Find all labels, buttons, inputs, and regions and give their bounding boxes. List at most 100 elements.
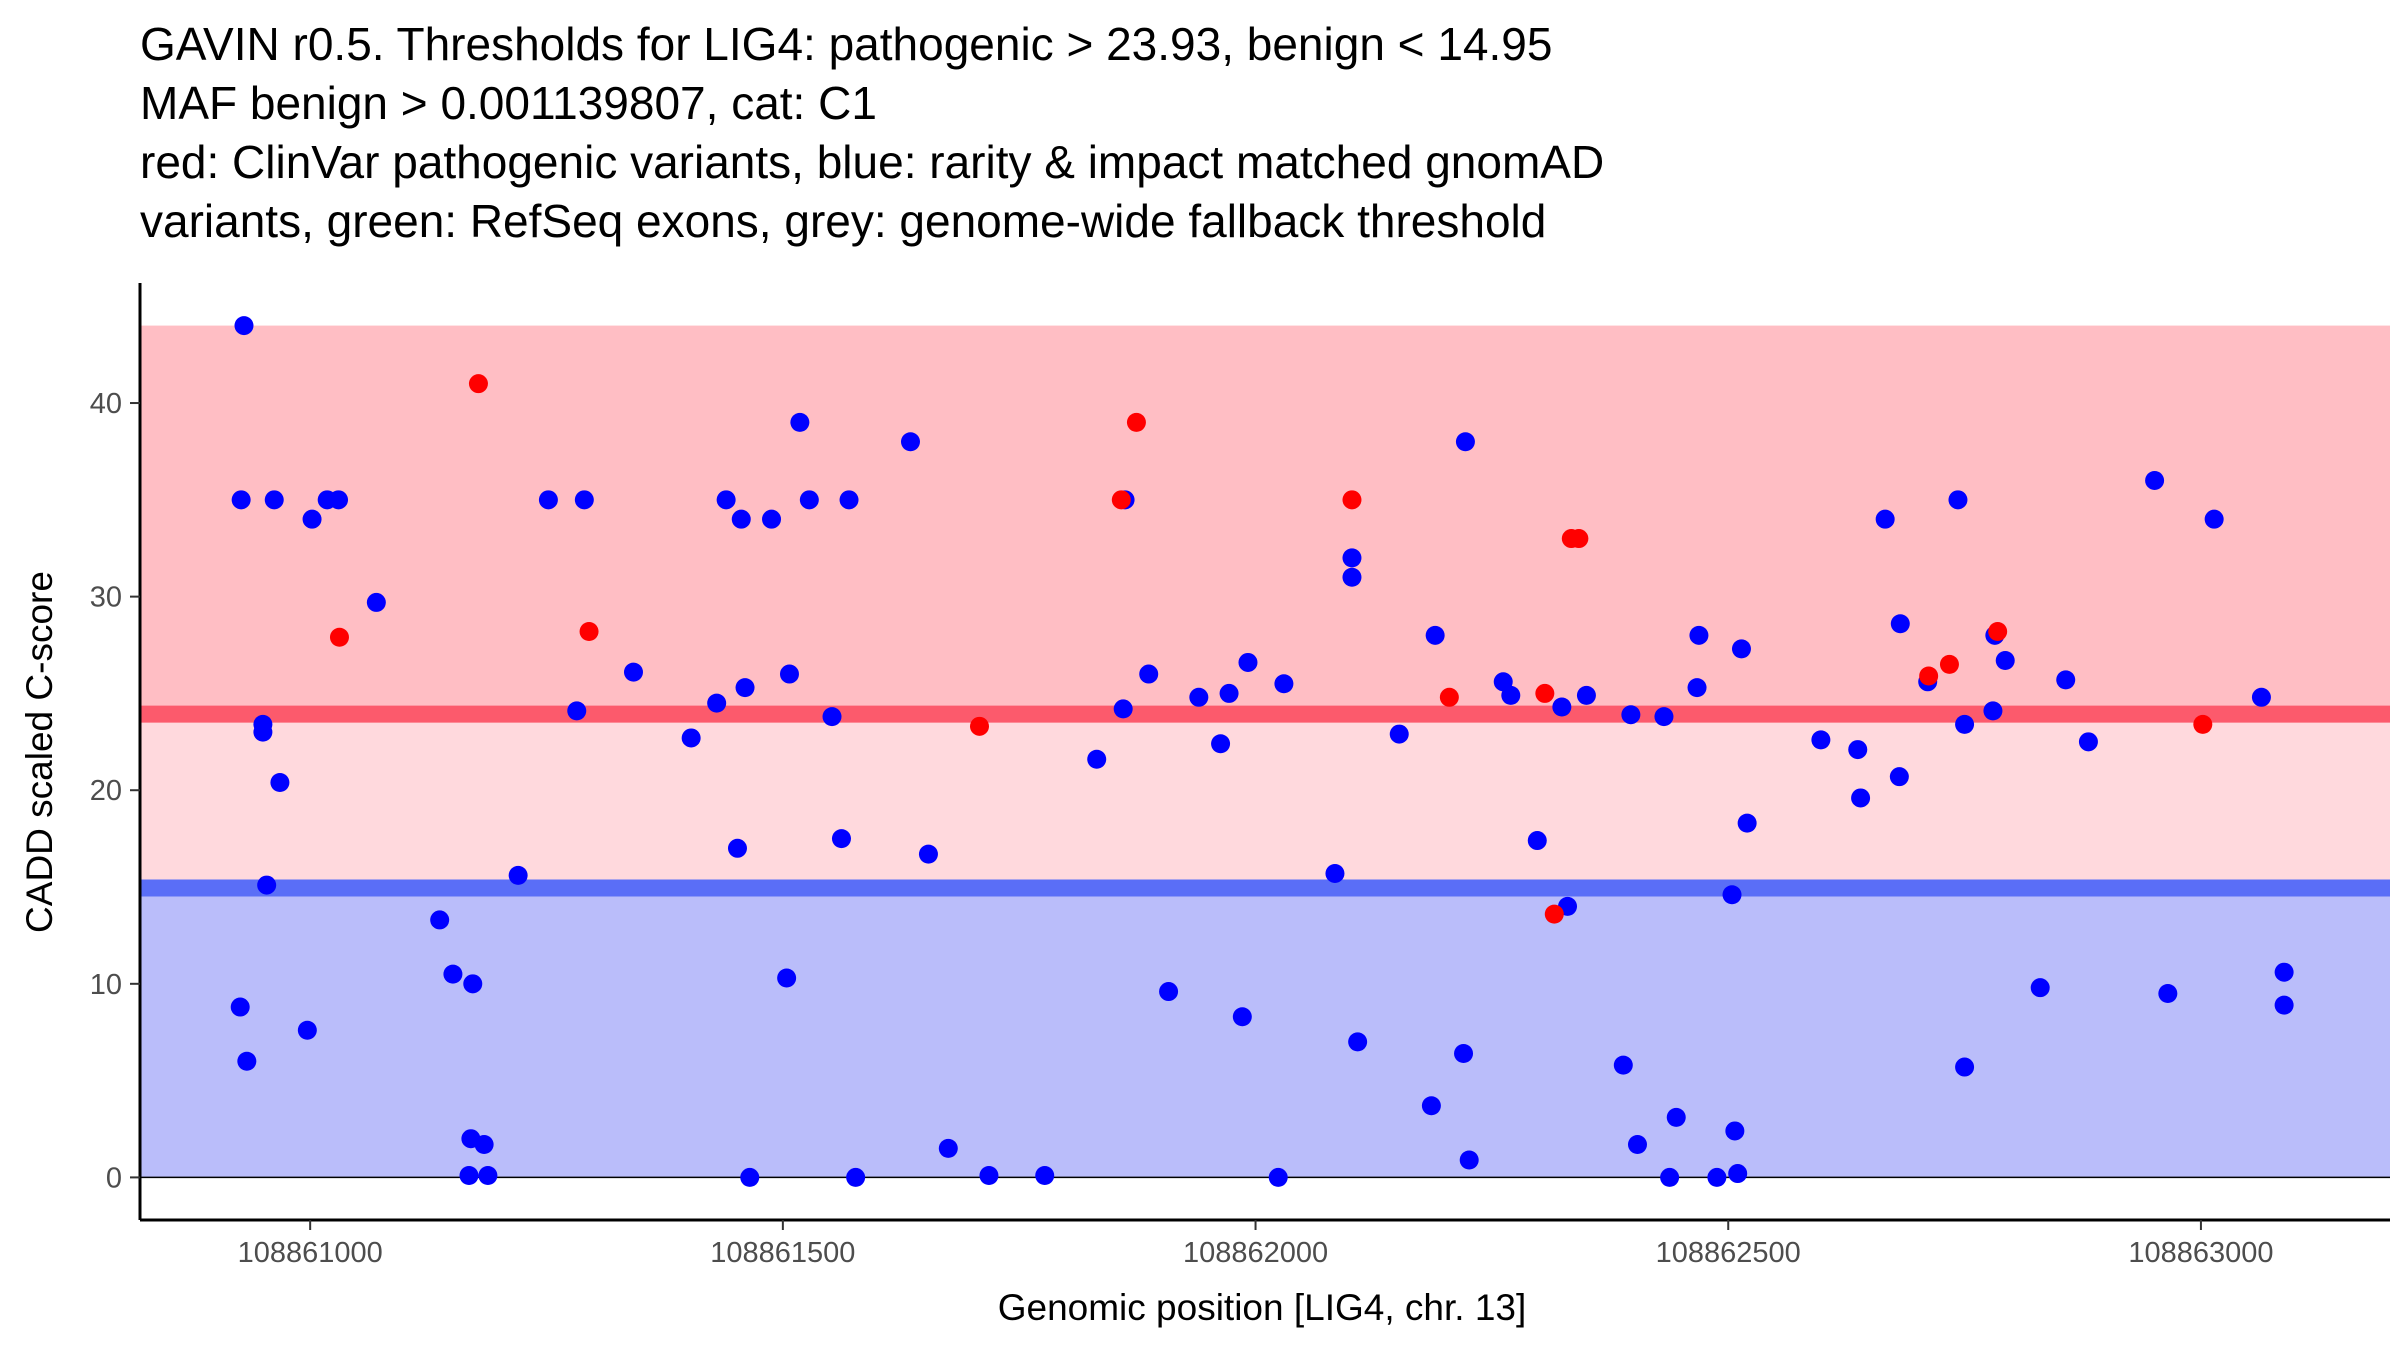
gnomad-point — [1527, 831, 1547, 851]
gnomad-point — [237, 1051, 257, 1071]
gnomad-point — [430, 910, 450, 930]
y-axis-title: CADD scaled C-score — [19, 571, 60, 933]
gnomad-point — [2158, 983, 2178, 1003]
gnomad-point — [1421, 1096, 1441, 1116]
gnomad-point — [1348, 1032, 1368, 1052]
gnomad-point — [2274, 995, 2294, 1015]
gnomad-point — [779, 664, 799, 684]
uncertain-region — [140, 714, 2390, 888]
gnomad-point — [1666, 1107, 1686, 1127]
gnomad-point — [839, 490, 859, 510]
x-tick-label: 108862500 — [1656, 1237, 1801, 1269]
gnomad-point — [900, 432, 920, 452]
gnomad-point — [1238, 652, 1258, 672]
gnomad-point — [302, 509, 322, 529]
gnomad-point — [938, 1138, 958, 1158]
chart-title: GAVIN r0.5. Thresholds for LIG4: pathoge… — [140, 18, 1604, 247]
gnomad-point — [463, 974, 483, 994]
x-axis-title: Genomic position [LIG4, chr. 13] — [998, 1287, 1527, 1328]
gnomad-point — [1890, 614, 1910, 634]
gnomad-point — [1722, 885, 1742, 905]
gnomad-point — [831, 829, 851, 849]
gnomad-point — [1274, 674, 1294, 694]
gnomad-point — [1211, 734, 1231, 754]
gnomad-point — [1159, 982, 1179, 1002]
gnomad-point — [2030, 978, 2050, 998]
title-line-1: GAVIN r0.5. Thresholds for LIG4: pathoge… — [140, 18, 1552, 70]
title-line-4: variants, green: RefSeq exons, grey: gen… — [140, 195, 1546, 247]
clinvar-pathogenic-point — [1111, 490, 1131, 510]
gnomad-point — [740, 1167, 760, 1187]
gnomad-point — [1455, 432, 1475, 452]
gnomad-point — [230, 997, 250, 1017]
gnomad-point — [1219, 683, 1239, 703]
gnomad-point — [707, 693, 727, 713]
gnomad-point — [1459, 1150, 1479, 1170]
gnomad-point — [574, 490, 594, 510]
gnomad-point — [1232, 1007, 1252, 1027]
gnomad-point — [716, 490, 736, 510]
gnomad-point — [1948, 490, 1968, 510]
gnomad-point — [1613, 1055, 1633, 1075]
gnomad-point — [1654, 707, 1674, 727]
gnomad-point — [1342, 548, 1362, 568]
gnomad-point — [1035, 1165, 1055, 1185]
gnomad-point — [623, 662, 643, 682]
data-points — [230, 316, 2294, 1187]
gnomad-point — [1811, 730, 1831, 750]
gnomad-point — [1576, 685, 1596, 705]
gnomad-point — [918, 844, 938, 864]
gnomad-point — [1087, 749, 1107, 769]
y-tick-label: 20 — [90, 775, 122, 807]
gnomad-point — [1501, 685, 1521, 705]
gnomad-point — [731, 509, 751, 529]
gnomad-point — [2056, 670, 2076, 690]
clinvar-pathogenic-point — [468, 374, 488, 394]
gnomad-point — [1689, 625, 1709, 645]
y-axis-ticks: 0 10 20 30 40 — [90, 388, 140, 1194]
clinvar-pathogenic-point — [2193, 714, 2213, 734]
gnomad-point — [366, 592, 386, 612]
gnomad-point — [270, 772, 290, 792]
gnomad-point — [1139, 664, 1159, 684]
gnomad-point — [1687, 678, 1707, 698]
gnomad-point — [2274, 962, 2294, 982]
gnomad-point — [1660, 1167, 1680, 1187]
gnomad-point — [2078, 732, 2098, 752]
gnomad-point — [790, 412, 810, 432]
x-tick-label: 108861000 — [238, 1237, 383, 1269]
title-line-3: red: ClinVar pathogenic variants, blue: … — [140, 136, 1604, 188]
clinvar-pathogenic-point — [1939, 654, 1959, 674]
gnomad-point — [508, 865, 528, 885]
x-axis-ticks: 108861000 108861500 108862000 108862500 1088… — [238, 1220, 2274, 1269]
clinvar-pathogenic-point — [1919, 666, 1939, 686]
gnomad-point — [1955, 1057, 1975, 1077]
gnomad-point — [727, 838, 747, 858]
clinvar-pathogenic-point — [1342, 490, 1362, 510]
axes: 108861000 108861500 108862000 108862500 1088… — [90, 283, 2390, 1269]
clinvar-pathogenic-point — [1126, 412, 1146, 432]
gnomad-point — [1113, 699, 1133, 719]
gnomad-point — [1621, 705, 1641, 725]
gnomad-point — [264, 490, 284, 510]
clinvar-pathogenic-point — [1569, 529, 1589, 549]
gnomad-point — [1851, 788, 1871, 808]
gnomad-point — [979, 1165, 999, 1185]
gnomad-point — [257, 875, 277, 895]
gnomad-point — [474, 1134, 494, 1154]
y-tick-label: 30 — [90, 582, 122, 614]
gnomad-point — [1189, 687, 1209, 707]
gnomad-point — [1454, 1044, 1474, 1064]
gnomad-point — [1325, 863, 1345, 883]
clinvar-pathogenic-point — [329, 627, 349, 647]
gnomad-point — [1737, 813, 1757, 833]
gnomad-point — [777, 968, 797, 988]
clinvar-pathogenic-point — [1544, 904, 1564, 924]
gnomad-point — [329, 490, 349, 510]
gnomad-point — [846, 1167, 866, 1187]
clinvar-pathogenic-point — [969, 716, 989, 736]
clinvar-pathogenic-point — [1988, 621, 2008, 641]
gnomad-point — [735, 678, 755, 698]
gnomad-point — [1389, 724, 1409, 744]
gnomad-point — [1731, 639, 1751, 659]
